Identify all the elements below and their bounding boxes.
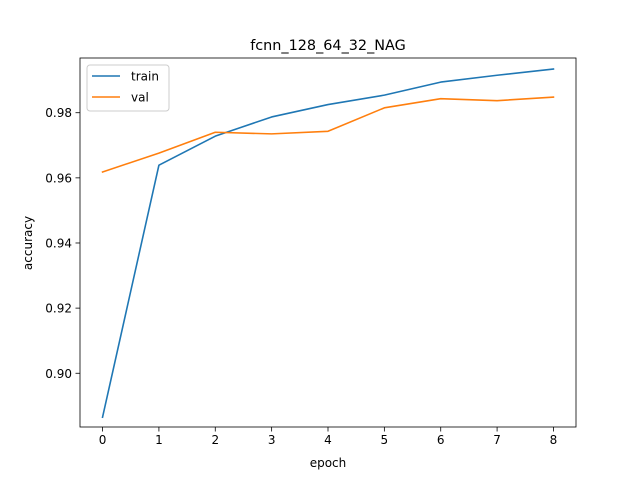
plot-area <box>101 68 555 419</box>
legend-label-train: train <box>131 70 159 84</box>
y-tick-label: 0.94 <box>45 236 72 250</box>
series-line-train <box>101 68 555 419</box>
x-tick-label: 4 <box>324 433 332 447</box>
x-tick-label: 0 <box>99 433 107 447</box>
x-axis-label: epoch <box>310 456 347 470</box>
x-tick-label: 7 <box>493 433 501 447</box>
y-tick-label: 0.90 <box>45 367 72 381</box>
x-tick-label: 5 <box>381 433 389 447</box>
x-tick-label: 8 <box>550 433 558 447</box>
y-tick-label: 0.92 <box>45 302 72 316</box>
x-tick-label: 2 <box>211 433 219 447</box>
series-line-val <box>101 96 555 174</box>
y-tick-label: 0.98 <box>45 106 72 120</box>
x-tick-label: 3 <box>268 433 276 447</box>
y-axis-label: accuracy <box>21 216 35 270</box>
x-tick-label: 6 <box>437 433 445 447</box>
axes: 0 1 2 3 4 5 6 7 8 0.90 0.92 0.94 0.96 0.98 <box>45 57 577 447</box>
chart-title: fcnn_128_64_32_NAG <box>250 38 406 54</box>
x-tick-label: 1 <box>155 433 163 447</box>
legend-label-val: val <box>131 91 149 105</box>
legend: train val <box>86 64 170 112</box>
y-tick-label: 0.96 <box>45 171 72 185</box>
